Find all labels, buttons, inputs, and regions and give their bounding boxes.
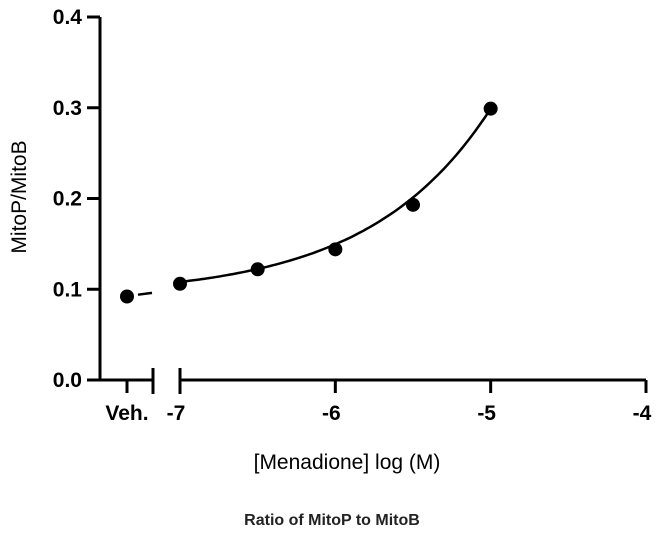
x-tick-label: -5 — [477, 402, 496, 425]
x-tick-label: -6 — [322, 402, 341, 425]
y-tick-label: 0.3 — [53, 97, 82, 120]
data-point — [483, 101, 498, 116]
fit-curve-break-segment — [137, 291, 153, 296]
y-tick-label: 0.4 — [53, 6, 83, 29]
y-axis-title: MitoP/MitoB — [8, 140, 31, 253]
data-point — [173, 276, 187, 291]
data-point — [406, 197, 420, 212]
data-point — [328, 242, 343, 257]
x-tick-label-vehicle: Veh. — [105, 402, 148, 425]
data-point — [250, 262, 265, 277]
y-tick-label: 0.2 — [53, 188, 82, 211]
x-axis-title: [Menadione] log (M) — [254, 451, 441, 474]
y-tick-label: 0.1 — [53, 278, 83, 301]
fit-curve-group — [137, 108, 492, 296]
y-tick-label: 0.0 — [53, 369, 82, 392]
chart-caption: Ratio of MitoP to MitoB — [244, 512, 420, 529]
x-tick-label: -7 — [167, 402, 186, 425]
data-point-vehicle — [120, 289, 134, 304]
data-points — [120, 101, 498, 304]
axes: 0.0 0.1 0.2 0.3 0.4 Veh. -7 -6 -5 -4 — [53, 6, 652, 425]
x-tick-label: -4 — [633, 402, 652, 425]
